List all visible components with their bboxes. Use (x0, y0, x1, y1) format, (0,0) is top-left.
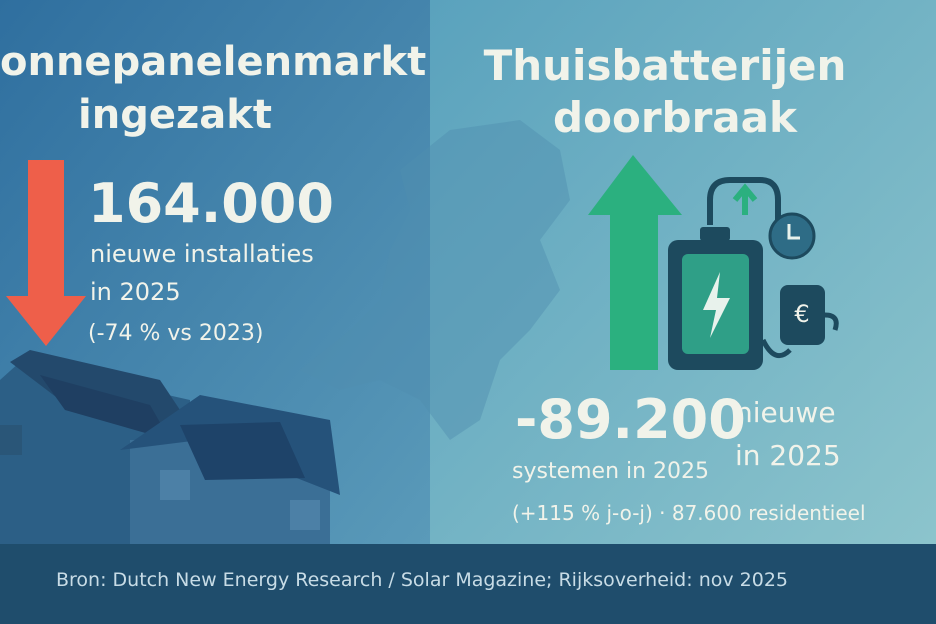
map (300, 120, 570, 440)
battery-icon: € (668, 177, 839, 370)
left-title: onnepanelenmarkt (0, 39, 426, 85)
left-line: in 2025 (90, 278, 181, 306)
footer-source: Bron: Dutch New Energy Research / Solar … (56, 569, 788, 591)
up-arrow (588, 155, 682, 370)
left-line: nieuwe installaties (90, 240, 314, 268)
right-headline: -89.200 (515, 388, 746, 451)
right-side-line: in 2025 (735, 439, 841, 472)
right-side-line: nieuwe (735, 396, 836, 429)
footer (0, 544, 936, 624)
right-title: doorbraak (553, 93, 798, 142)
right-line: systemen in 2025 (512, 459, 709, 484)
houses (0, 350, 340, 544)
right-line: (+115 % j-o-j) · 87.600 residentieel (512, 501, 866, 525)
right-title: Thuisbatterijen (484, 41, 847, 90)
left-line: (-74 % vs 2023) (88, 321, 263, 346)
left-headline: 164.000 (88, 172, 334, 235)
down-arrow (6, 160, 86, 346)
euro-symbol: € (794, 300, 809, 328)
left-title: ingezakt (78, 92, 272, 138)
